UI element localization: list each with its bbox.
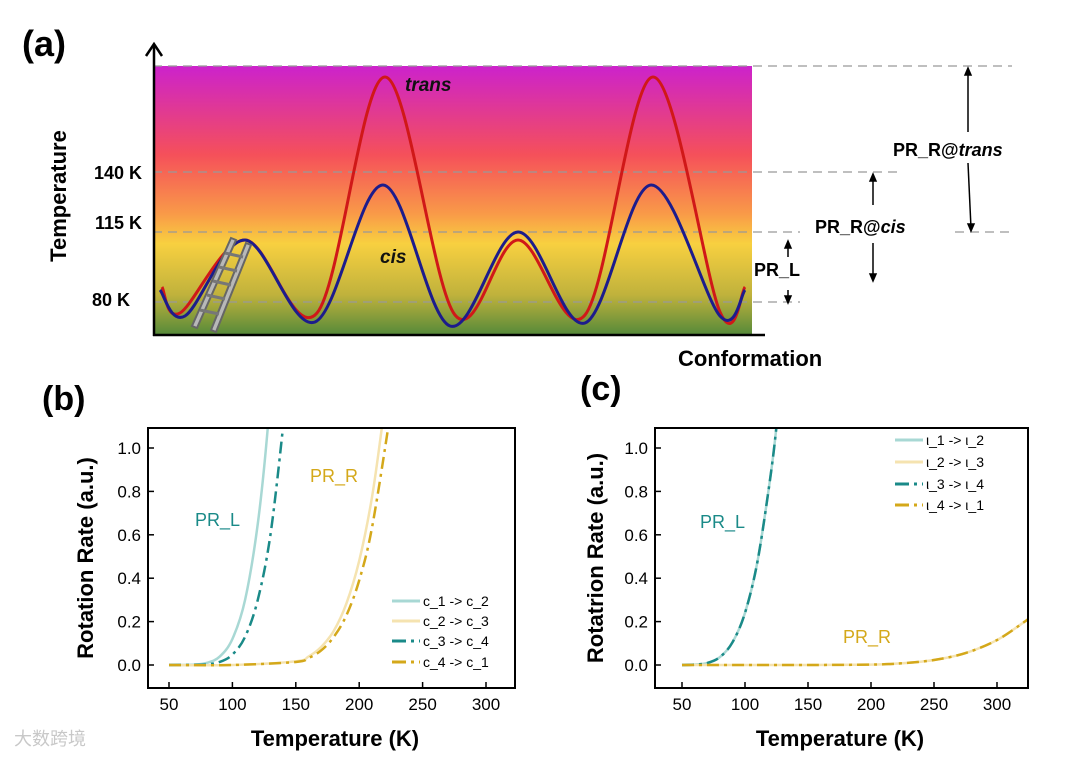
x-tick-label: 100 [731, 695, 759, 714]
legend-label: c_3 -> c_4 [423, 633, 489, 649]
series-line-4 [168, 428, 390, 667]
y-tick-label: 0.0 [117, 656, 141, 675]
y-tick-label: 0.8 [624, 482, 648, 501]
plot-c-annotation-pr-l: PR_L [700, 512, 745, 533]
panel-c-chart: (c) 50 100 150 200 250 3000.00.20.40.60.81.0 … [580, 370, 1029, 751]
x-tick-label: 300 [983, 695, 1011, 714]
panel-a-label: (a) [22, 23, 66, 64]
cis-curve [158, 183, 747, 328]
legend-label: ι_3 -> ι_4 [926, 476, 984, 492]
pr-l-label: PR_L [754, 260, 800, 280]
y-tick-label: 0.4 [117, 569, 141, 588]
pr-r-cis-label: PR_R@cis [815, 217, 906, 237]
x-tick-label: 150 [282, 695, 310, 714]
axes-a [144, 41, 765, 337]
level-140k: 140 K [94, 163, 142, 183]
level-dashes [153, 65, 1012, 303]
watermark-logo: 大数跨境 [14, 729, 86, 749]
series-line-2 [168, 428, 384, 667]
plot-c-xlabel: Temperature (K) [756, 726, 924, 751]
legend-label: c_4 -> c_1 [423, 654, 489, 670]
y-tick-label: 0.8 [117, 482, 141, 501]
plot-c-annotation-pr-r: PR_R [843, 627, 891, 648]
plot-c-ylabel: Rotatrion Rate (a.u.) [583, 453, 608, 663]
arrows [783, 66, 976, 305]
legend-label: c_1 -> c_2 [423, 593, 489, 609]
y-tick-label: 0.4 [624, 569, 648, 588]
plot-c-frame [654, 427, 1029, 689]
x-tick-label: 50 [673, 695, 692, 714]
panel-c-label: (c) [580, 370, 622, 408]
x-tick-label: 250 [408, 695, 436, 714]
level-80k: 80 K [92, 290, 130, 310]
ladder-icon [190, 236, 253, 334]
temperature-gradient [153, 66, 752, 335]
trans-label: trans [405, 75, 451, 96]
panel-b-chart: (b) 50 100 150 200 250 3000.00.20.40.60.81.0 … [42, 380, 516, 751]
pr-r-trans-label: PR_R@trans [893, 140, 1003, 160]
x-tick-label: 150 [794, 695, 822, 714]
plot-c-legend: ι_1 -> ι_2 ι_2 -> ι_3 ι_3 -> ι_4 ι_4 -> ι_1 [895, 432, 984, 513]
x-tick-label: 200 [345, 695, 373, 714]
y-tick-label: 1.0 [117, 439, 141, 458]
y-tick-label: 0.2 [117, 613, 141, 632]
legend-label: c_2 -> c_3 [423, 613, 489, 629]
legend-label: ι_1 -> ι_2 [926, 432, 984, 448]
legend-label: ι_4 -> ι_1 [926, 497, 984, 513]
level-115k: 115 K [95, 213, 142, 233]
y-tick-label: 1.0 [624, 439, 648, 458]
x-tick-label: 50 [160, 695, 179, 714]
x-tick-label: 250 [920, 695, 948, 714]
x-tick-label: 200 [857, 695, 885, 714]
plot-b-annotation-pr-l: PR_L [195, 510, 240, 531]
plot-b-ylabel: Rotation Rate (a.u.) [73, 457, 98, 659]
panel-b-label: (b) [42, 380, 85, 418]
y-tick-label: 0.6 [624, 526, 648, 545]
y-tick-label: 0.2 [624, 613, 648, 632]
cis-label: cis [380, 247, 406, 268]
plot-b-frame [147, 427, 516, 689]
x-axis-label-conformation: Conformation [678, 346, 822, 371]
y-axis-label-temperature: Temperature [46, 130, 71, 262]
x-tick-label: 300 [472, 695, 500, 714]
legend-label: ι_2 -> ι_3 [926, 454, 984, 470]
plot-b-annotation-pr-r: PR_R [310, 466, 358, 487]
plot-b-xlabel: Temperature (K) [251, 726, 419, 751]
y-tick-label: 0.0 [624, 656, 648, 675]
y-tick-label: 0.6 [117, 526, 141, 545]
x-tick-label: 100 [218, 695, 246, 714]
plot-b-legend: c_1 -> c_2 c_2 -> c_3 c_3 -> c_4 c_4 -> c_1 [392, 593, 489, 670]
series-line-4 [682, 617, 1028, 667]
panel-a-diagram: (a) trans cis [22, 23, 1012, 371]
